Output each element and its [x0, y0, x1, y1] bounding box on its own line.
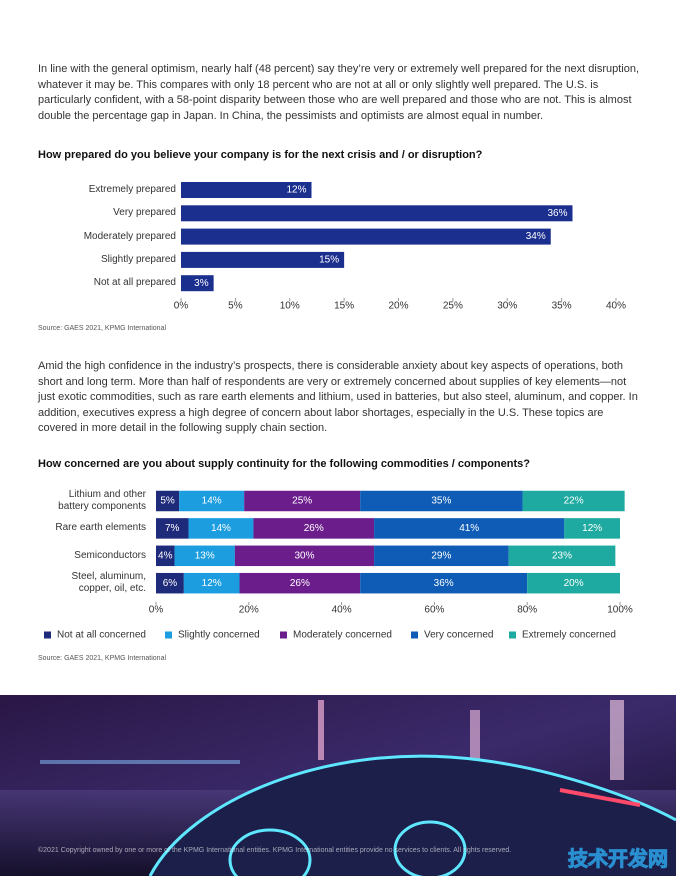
bar	[234, 545, 375, 567]
bar	[564, 518, 620, 539]
x-tick-label: 100%	[607, 605, 633, 616]
bar	[374, 518, 565, 539]
paragraph: In line with the general optimism, nearl…	[38, 63, 640, 122]
value-label: 35%	[431, 496, 451, 507]
value-label: 36%	[547, 208, 567, 219]
category-label: Rare earth elements	[55, 522, 146, 534]
x-tick-label: 40%	[606, 301, 626, 312]
value-label: 20%	[564, 578, 584, 589]
paragraph: Amid the high confidence in the industry…	[38, 360, 638, 435]
value-label: 34%	[526, 231, 546, 242]
value-label: 14%	[211, 523, 231, 534]
bar	[156, 490, 180, 512]
legend-swatch	[280, 631, 287, 639]
category-label: Lithium and other battery components	[58, 489, 146, 512]
value-label: 12%	[202, 578, 222, 589]
x-tick-label: 0%	[174, 301, 189, 312]
bar	[181, 275, 214, 292]
chart-title: How prepared do you believe your company…	[38, 149, 483, 161]
legend-label: Slightly concerned	[178, 630, 260, 641]
bar	[244, 490, 361, 512]
category-label: Extremely prepared	[88, 184, 176, 195]
value-label: 23%	[552, 550, 572, 561]
watermark: 技术开发网	[568, 846, 668, 870]
footer: ©2021 Copyright owned by one or more of …	[38, 846, 511, 854]
category-label: Steel, aluminum, copper, oil, etc.	[71, 571, 146, 595]
value-label: 30%	[294, 550, 314, 561]
bar	[374, 545, 509, 567]
source: Source: GAES 2021, KPMG International	[38, 655, 167, 662]
x-tick-label: 25%	[443, 301, 463, 312]
legend-swatch	[165, 631, 172, 639]
legend-label: Extremely concerned	[522, 630, 616, 641]
x-tick-label: 35%	[552, 301, 572, 312]
value-label: 13%	[195, 550, 215, 561]
bar	[360, 490, 523, 512]
value-label: 6%	[163, 578, 178, 589]
value-label: 3%	[194, 278, 209, 289]
x-tick-label: 15%	[334, 301, 354, 312]
x-tick-label: 80%	[517, 605, 537, 616]
value-label: 26%	[290, 578, 310, 589]
category-label: Slightly prepared	[100, 253, 176, 265]
bar	[179, 490, 245, 512]
value-label: 4%	[158, 550, 173, 561]
legend-swatch	[44, 631, 51, 639]
value-label: 7%	[165, 523, 180, 534]
bar	[183, 572, 240, 594]
value-label: 22%	[564, 496, 584, 507]
bar	[508, 545, 616, 567]
value-label: 26%	[304, 523, 324, 534]
value-label: 25%	[292, 496, 312, 507]
x-tick-label: 60%	[424, 605, 444, 616]
x-tick-label: 10%	[280, 301, 300, 312]
value-label: 41%	[459, 523, 479, 534]
bar	[181, 182, 312, 198]
value-label: 12%	[582, 523, 602, 534]
value-label: 29%	[431, 550, 451, 561]
bar	[522, 490, 625, 512]
bar	[156, 545, 175, 567]
x-tick-label: 5%	[228, 301, 243, 312]
category-label: Not at all prepared	[93, 277, 176, 289]
value-label: 15%	[319, 255, 339, 266]
x-tick-label: 30%	[497, 301, 517, 312]
x-tick-label: 40%	[332, 605, 352, 616]
value-label: 12%	[286, 185, 306, 196]
legend-label: Not at all concerned	[57, 630, 146, 641]
legend-label: Very concerned	[424, 630, 494, 641]
category-label: Moderately prepared	[83, 230, 176, 242]
legend-swatch	[509, 631, 516, 639]
bar	[174, 545, 235, 567]
bar	[253, 518, 375, 539]
chart-title: How concerned are you about supply conti…	[38, 458, 530, 470]
source: Source: GAES 2021, KPMG International	[38, 325, 167, 332]
bar	[239, 572, 361, 594]
bar	[181, 228, 551, 245]
bar	[181, 205, 573, 222]
photo	[0, 695, 676, 876]
legend-swatch	[411, 631, 418, 639]
bar	[181, 251, 345, 268]
value-label: 36%	[434, 578, 454, 589]
x-tick-label: 20%	[239, 605, 259, 616]
bar	[360, 572, 528, 594]
x-tick-label: 20%	[388, 301, 408, 312]
bar	[188, 518, 254, 539]
value-label: 5%	[160, 496, 175, 507]
category-label: Semiconductors	[74, 549, 146, 561]
bar	[156, 518, 189, 539]
value-label: 14%	[202, 496, 222, 507]
bar	[156, 572, 184, 594]
category-label: Very prepared	[113, 207, 176, 219]
bar	[527, 572, 620, 594]
x-tick-label: 0%	[149, 605, 164, 616]
legend-label: Moderately concerned	[293, 630, 392, 641]
